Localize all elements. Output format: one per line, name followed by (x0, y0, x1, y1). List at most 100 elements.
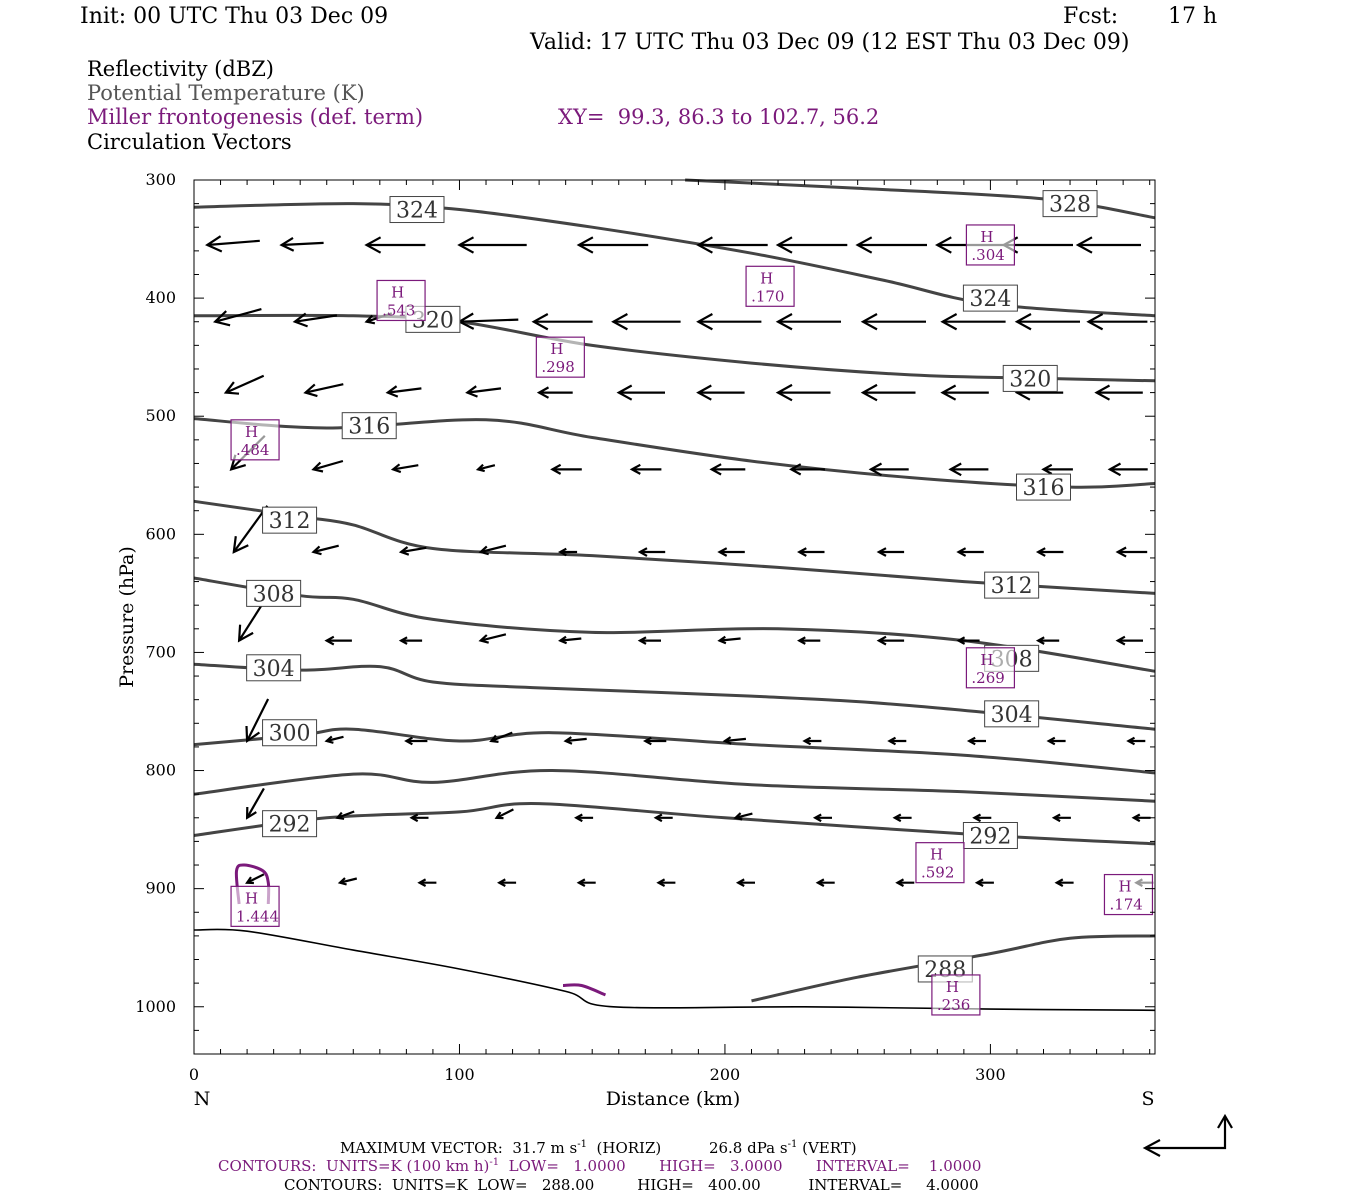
circulation-vector (1131, 813, 1151, 823)
fronto-max-box (965, 224, 1016, 266)
circulation-vector (637, 636, 661, 645)
circulation-vector (465, 385, 502, 398)
circulation-vector (576, 236, 649, 254)
circulation-vector (709, 463, 746, 476)
fronto-max-box (965, 647, 1016, 689)
theta-contour-line (193, 768, 1156, 803)
theta-contour-line (193, 417, 1156, 489)
circulation-vector (478, 544, 507, 556)
circulation-vector (815, 878, 835, 887)
theta-label-box (1042, 190, 1098, 218)
circulation-vector (409, 813, 429, 823)
circulation-vector (558, 635, 582, 645)
circulation-vector (1046, 736, 1066, 746)
y-tick-label: 800 (145, 761, 176, 780)
circulation-vector (629, 463, 662, 475)
circulation-vector (574, 813, 594, 823)
theta-label: 308 (253, 582, 295, 607)
fronto-max-letter: H (980, 228, 993, 246)
fronto-max-letter: H (1118, 878, 1131, 896)
fronto-max-box (931, 974, 981, 1016)
forecast-hour: 17 h (1168, 4, 1218, 29)
circulation-vector (558, 547, 578, 557)
theta-label-box (262, 719, 318, 747)
circulation-vector (1014, 313, 1080, 331)
terrain-line (193, 928, 1156, 1012)
theta-label: 292 (269, 813, 311, 838)
y-tick-label: 900 (145, 879, 176, 898)
fronto-max-value: .304 (971, 246, 1004, 264)
north-end-label: N (194, 1088, 211, 1110)
circulation-vector (245, 698, 270, 744)
circulation-vector (212, 308, 262, 327)
circulation-vector (887, 736, 907, 746)
fronto-max-value: .592 (921, 864, 954, 882)
fronto-max-letter: H (760, 269, 773, 287)
fronto-max-letter: H (245, 423, 258, 441)
forecast-label: Fcst: (1063, 4, 1119, 29)
y-tick-label: 300 (145, 170, 176, 189)
footer-fronto-contours: CONTOURS: UNITS=K (100 km h)-1 LOW= 1.00… (218, 1157, 982, 1175)
fronto-max-value: .269 (971, 669, 1004, 687)
theta-label-box (1016, 473, 1072, 501)
theta-label-box (246, 654, 302, 682)
circulation-vector (550, 463, 582, 475)
circulation-vector (797, 636, 821, 645)
theta-label: 304 (991, 703, 1033, 728)
y-tick-label: 400 (145, 288, 176, 307)
y-tick-label: 700 (145, 642, 176, 661)
circulation-vector (576, 878, 596, 887)
axes: 0 100 200 300 300 400 500 600 700 800 900 1000 (135, 170, 1156, 1084)
circulation-vector (324, 735, 344, 744)
circulation-vector (364, 236, 426, 254)
circulation-vector (656, 878, 676, 887)
y-tick-label: 1000 (135, 997, 176, 1016)
circulation-vector (292, 312, 338, 328)
circulation-vector (611, 313, 681, 331)
y-tick-label: 600 (145, 524, 176, 543)
theta-label-box (262, 506, 318, 534)
fronto-max-box (1103, 873, 1154, 916)
circulation-vector (860, 383, 916, 402)
y-tick-label: 500 (145, 406, 176, 425)
circulation-vector (390, 463, 419, 474)
theta-label-box (262, 810, 318, 838)
circulation-vector (860, 313, 926, 331)
x-axis-label: Distance (km) (606, 1088, 741, 1110)
circulation-vector (1035, 547, 1064, 557)
fronto-max-letter: H (946, 978, 959, 996)
cross-section-endpoints: XY= 99.3, 86.3 to 102.7, 56.2 (558, 105, 880, 129)
circulation-vector (956, 547, 984, 557)
fronto-max-value: .543 (382, 301, 415, 319)
circulation-vector (940, 313, 1006, 331)
circulation-vector (335, 810, 355, 820)
theta-contour-line (751, 934, 1156, 1003)
legend-circulation-vectors: Circulation Vectors (87, 130, 292, 154)
terrain-layer (193, 928, 1156, 1012)
circulation-vector (868, 462, 909, 477)
circulation-vector (1075, 236, 1141, 254)
fronto-max-letter: H (980, 651, 993, 669)
circulation-vector (789, 463, 825, 476)
circulation-vector (1115, 546, 1148, 558)
fronto-contour-line (234, 863, 271, 905)
circulation-vector (1041, 463, 1073, 475)
circulation-vector (1094, 384, 1143, 401)
circulation-vector (245, 873, 265, 885)
circulation-vector (696, 384, 745, 401)
theta-label: 316 (1023, 476, 1065, 501)
circulation-vector (494, 808, 514, 820)
circulation-vector (696, 313, 762, 331)
theta-contour-line (685, 178, 1156, 220)
circulation-vector (855, 236, 927, 254)
x-tick-label: 200 (710, 1065, 741, 1084)
circulation-vector (966, 736, 986, 746)
fronto-max-value: 1.444 (236, 907, 279, 925)
circulation-vector (717, 635, 741, 645)
fronto-max-box (915, 842, 965, 884)
south-end-label: S (1141, 1088, 1154, 1110)
circulation-vector (1126, 736, 1146, 746)
circulation-vector (404, 736, 428, 746)
theta-label: 312 (991, 574, 1033, 599)
